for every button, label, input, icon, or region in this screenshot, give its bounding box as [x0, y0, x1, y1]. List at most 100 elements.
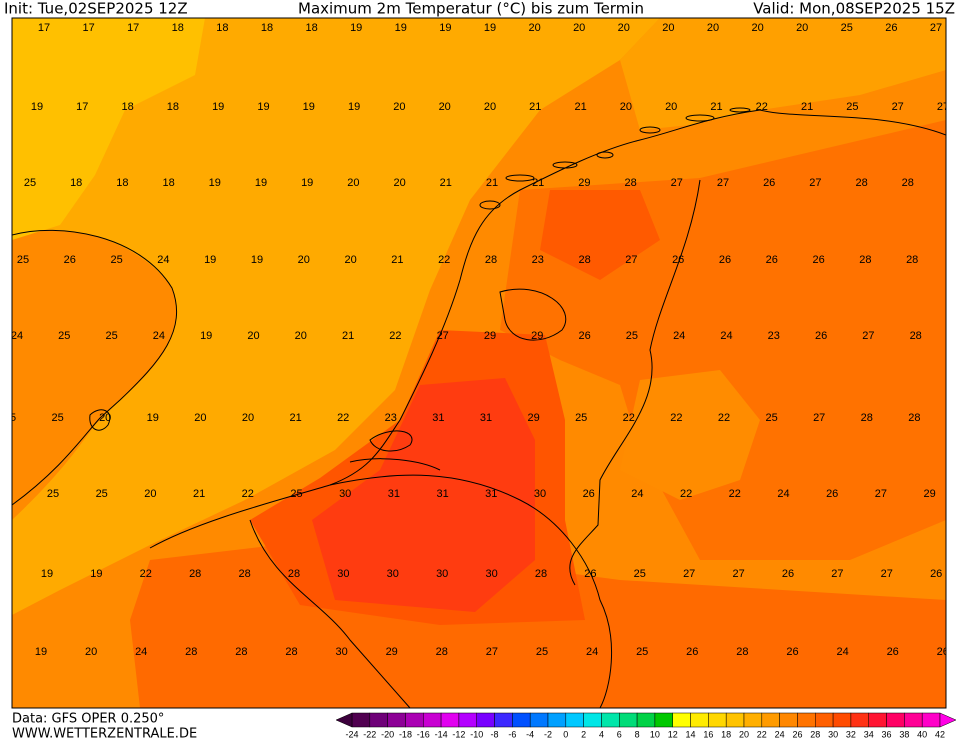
colorbar-swatch	[743, 712, 763, 728]
temperature-value: 26	[719, 254, 731, 266]
temperature-value: 21	[391, 254, 403, 266]
temperature-value: 24	[157, 254, 169, 266]
temperature-value: 29	[527, 412, 539, 424]
temperature-value: 29	[484, 330, 496, 342]
temperature-value: 19	[200, 330, 212, 342]
temperature-value: 31	[436, 488, 448, 500]
colorbar-label: 2	[581, 729, 586, 739]
colorbar-label: 0	[563, 729, 568, 739]
colorbar-swatch	[886, 712, 905, 728]
colorbar: -24 -22 -20 -18 -16 -14 -12 -10 -8 -6 -4 -2 0 2 4 6 8 10 1…	[335, 712, 957, 739]
temperature-value: 27	[813, 412, 825, 424]
colorbar-over	[939, 712, 957, 728]
temperature-value: 24	[720, 330, 732, 342]
temperature-value: 24	[631, 488, 643, 500]
colorbar-swatch	[565, 712, 584, 728]
temperature-value: 25	[105, 330, 117, 342]
colorbar-swatch	[423, 712, 442, 728]
temperature-value: 18	[121, 101, 133, 113]
colorbar-label: 34	[864, 729, 874, 739]
temperature-value: 19	[147, 412, 159, 424]
temperature-value: 27	[486, 646, 498, 658]
colorbar-label: 14	[686, 729, 696, 739]
temperature-value: 28	[736, 646, 748, 658]
colorbar-label: 30	[828, 729, 838, 739]
temperature-value: 20	[439, 101, 451, 113]
temperature-value: 25	[58, 330, 70, 342]
colorbar-swatch	[672, 712, 691, 728]
temperature-value: 25	[841, 22, 853, 34]
colorbar-label: -12	[452, 729, 465, 739]
colorbar-label: 20	[739, 729, 749, 739]
temperature-value: 28	[238, 568, 250, 580]
colorbar-label: 10	[650, 729, 660, 739]
field-hottest	[312, 378, 535, 612]
temperature-value: 23	[768, 330, 780, 342]
colorbar-label: -10	[470, 729, 483, 739]
temperature-value: 23	[532, 254, 544, 266]
temperature-value: 27	[937, 101, 949, 113]
colorbar-label: 18	[721, 729, 731, 739]
map-frame	[11, 17, 947, 709]
lake	[499, 288, 567, 341]
colorbar-under	[335, 712, 353, 728]
temperature-value: 19	[301, 177, 313, 189]
temperature-value: 20	[247, 330, 259, 342]
temperature-value: 27	[683, 568, 695, 580]
map-title: Maximum 2m Temperatur (°C) bis zum Termi…	[298, 0, 644, 18]
colorbar-label: 40	[917, 729, 927, 739]
temperature-value: 28	[485, 254, 497, 266]
website: WWW.WETTERZENTRALE.DE	[12, 727, 197, 741]
temperature-value: 19	[204, 254, 216, 266]
island	[479, 200, 501, 210]
temperature-value: 28	[235, 646, 247, 658]
colorbar-label: -2	[544, 729, 552, 739]
colorbar-swatch	[619, 712, 638, 728]
temperature-value: 26	[578, 330, 590, 342]
temperature-value: 28	[288, 568, 300, 580]
temperature-value: 28	[535, 568, 547, 580]
temperature-value: 19	[255, 177, 267, 189]
temperature-value: 18	[116, 177, 128, 189]
border	[249, 519, 411, 708]
temperature-value: 22	[242, 488, 254, 500]
temperature-value: 18	[167, 101, 179, 113]
temperature-value: 25	[575, 412, 587, 424]
temperature-value: 27	[831, 568, 843, 580]
temperature-value: 28	[859, 254, 871, 266]
temperature-value: 27	[671, 177, 683, 189]
temperature-value: 18	[305, 22, 317, 34]
colorbar-label: 6	[617, 729, 622, 739]
init-time: Init: Tue,02SEP2025 12Z	[4, 0, 188, 18]
island	[729, 107, 751, 113]
colorbar-label: 24	[775, 729, 785, 739]
colorbar-swatch	[708, 712, 727, 728]
island	[552, 161, 578, 169]
temperature-value: 28	[436, 646, 448, 658]
temperature-value: 22	[756, 101, 768, 113]
colorbar-swatch	[904, 712, 923, 728]
temperature-value: 25	[290, 488, 302, 500]
temperature-value: 26	[672, 254, 684, 266]
temperature-value: 27	[862, 330, 874, 342]
temperature-value: 27	[437, 330, 449, 342]
colorbar-label: 26	[792, 729, 802, 739]
temperature-value: 20	[298, 254, 310, 266]
temperature-value: 19	[212, 101, 224, 113]
colorbar-swatch	[725, 712, 745, 728]
temperature-value: 28	[902, 177, 914, 189]
temperature-value: 25	[51, 412, 63, 424]
temperature-value: 26	[885, 22, 897, 34]
temperature-value: 21	[801, 101, 813, 113]
colorbar-swatch	[868, 712, 887, 728]
colorbar-swatch	[601, 712, 620, 728]
field-cool	[12, 18, 205, 240]
temperature-value: 20	[99, 412, 111, 424]
temperature-value: 28	[285, 646, 297, 658]
temperature-value: 26	[766, 254, 778, 266]
colorbar-label: 28	[810, 729, 820, 739]
temperature-value: 20	[573, 22, 585, 34]
temperature-value: 30	[436, 568, 448, 580]
colorbar-label: 36	[882, 729, 892, 739]
